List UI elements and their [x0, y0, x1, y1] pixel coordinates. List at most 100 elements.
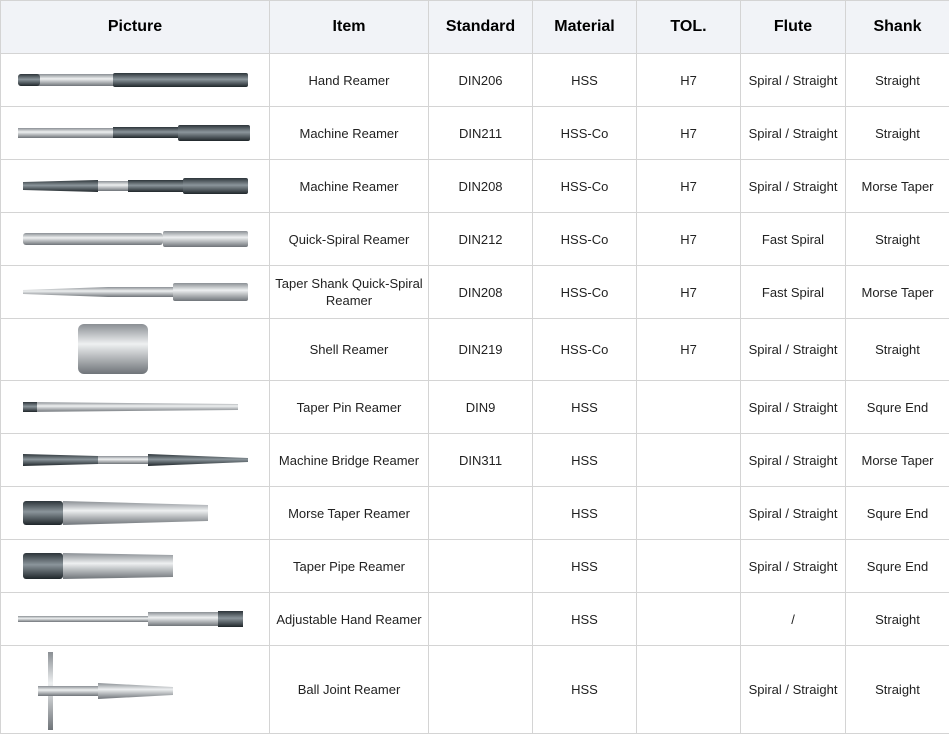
flute-cell: Spiral / Straight — [741, 54, 846, 107]
material-cell: HSS — [533, 381, 637, 434]
picture-cell — [1, 540, 270, 593]
tol-cell: H7 — [637, 319, 741, 381]
standard-cell: DIN211 — [429, 107, 533, 160]
standard-cell: DIN212 — [429, 213, 533, 266]
flute-cell: Spiral / Straight — [741, 107, 846, 160]
header-tol: TOL. — [637, 1, 741, 54]
tol-cell: H7 — [637, 213, 741, 266]
header-item: Item — [270, 1, 429, 54]
item-cell: Quick-Spiral Reamer — [270, 213, 429, 266]
material-cell: HSS — [533, 434, 637, 487]
taper-pipe-reamer-image — [18, 551, 253, 581]
taper-pin-reamer-image — [18, 392, 253, 422]
material-cell: HSS-Co — [533, 266, 637, 319]
flute-cell: Spiral / Straight — [741, 319, 846, 381]
picture-cell — [1, 213, 270, 266]
shank-cell: Morse Taper — [846, 160, 949, 213]
material-cell: HSS-Co — [533, 160, 637, 213]
item-cell: Hand Reamer — [270, 54, 429, 107]
standard-cell — [429, 646, 533, 734]
shank-cell: Straight — [846, 213, 949, 266]
picture-cell — [1, 381, 270, 434]
tol-cell: H7 — [637, 107, 741, 160]
standard-cell — [429, 487, 533, 540]
item-cell: Morse Taper Reamer — [270, 487, 429, 540]
standard-cell: DIN208 — [429, 266, 533, 319]
item-cell: Ball Joint Reamer — [270, 646, 429, 734]
standard-cell: DIN208 — [429, 160, 533, 213]
flute-cell: Spiral / Straight — [741, 434, 846, 487]
shank-cell: Straight — [846, 593, 949, 646]
material-cell: HSS-Co — [533, 319, 637, 381]
shank-cell: Straight — [846, 54, 949, 107]
tol-cell — [637, 593, 741, 646]
flute-cell: Fast Spiral — [741, 213, 846, 266]
flute-cell: / — [741, 593, 846, 646]
header-flute: Flute — [741, 1, 846, 54]
machine-reamer-taper-image — [18, 171, 253, 201]
shank-cell: Squre End — [846, 487, 949, 540]
item-cell: Taper Shank Quick-Spiral Reamer — [270, 266, 429, 319]
flute-cell: Spiral / Straight — [741, 646, 846, 734]
hand-reamer-image — [18, 65, 253, 95]
tol-cell: H7 — [637, 266, 741, 319]
standard-cell — [429, 540, 533, 593]
header-picture: Picture — [1, 1, 270, 54]
header-shank: Shank — [846, 1, 949, 54]
item-cell: Machine Reamer — [270, 160, 429, 213]
tol-cell — [637, 487, 741, 540]
item-cell: Taper Pin Reamer — [270, 381, 429, 434]
tol-cell — [637, 381, 741, 434]
item-cell: Taper Pipe Reamer — [270, 540, 429, 593]
material-cell: HSS — [533, 487, 637, 540]
header-standard: Standard — [429, 1, 533, 54]
shank-cell: Straight — [846, 646, 949, 734]
tol-cell — [637, 646, 741, 734]
picture-cell — [1, 487, 270, 540]
item-cell: Shell Reamer — [270, 319, 429, 381]
picture-cell — [1, 434, 270, 487]
item-cell: Machine Bridge Reamer — [270, 434, 429, 487]
morse-taper-reamer-image — [18, 498, 253, 528]
standard-cell — [429, 593, 533, 646]
picture-cell — [1, 54, 270, 107]
tol-cell: H7 — [637, 54, 741, 107]
header-material: Material — [533, 1, 637, 54]
tol-cell — [637, 540, 741, 593]
ball-joint-reamer-image — [18, 647, 253, 733]
shank-cell: Straight — [846, 319, 949, 381]
quick-spiral-reamer-image — [18, 224, 253, 254]
material-cell: HSS-Co — [533, 213, 637, 266]
header-row: Picture Item Standard Material TOL. Flut… — [1, 1, 949, 54]
flute-cell: Fast Spiral — [741, 266, 846, 319]
flute-cell: Spiral / Straight — [741, 540, 846, 593]
taper-shank-quick-spiral-reamer-image — [18, 277, 253, 307]
adjustable-hand-reamer-image — [18, 604, 253, 634]
shell-reamer-image — [18, 322, 253, 378]
standard-cell: DIN206 — [429, 54, 533, 107]
shank-cell: Squre End — [846, 381, 949, 434]
shank-cell: Morse Taper — [846, 266, 949, 319]
picture-cell — [1, 646, 270, 734]
flute-cell: Spiral / Straight — [741, 381, 846, 434]
machine-bridge-reamer-image — [18, 445, 253, 475]
tol-cell — [637, 434, 741, 487]
material-cell: HSS — [533, 646, 637, 734]
picture-cell — [1, 160, 270, 213]
material-cell: HSS — [533, 540, 637, 593]
shank-cell: Squre End — [846, 540, 949, 593]
flute-cell: Spiral / Straight — [741, 487, 846, 540]
material-cell: HSS-Co — [533, 107, 637, 160]
shank-cell: Straight — [846, 107, 949, 160]
item-cell: Machine Reamer — [270, 107, 429, 160]
